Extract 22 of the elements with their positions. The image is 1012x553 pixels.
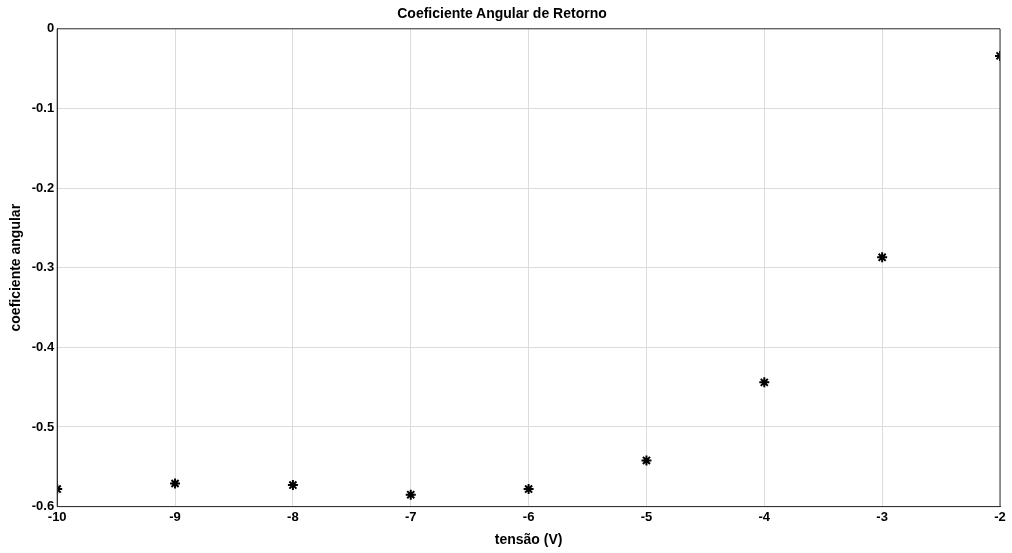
x-tick-label: -2 — [994, 508, 1006, 524]
x-tick-label: -9 — [169, 508, 181, 524]
point — [169, 477, 182, 490]
point — [640, 454, 653, 467]
x-tick-label: -5 — [640, 508, 653, 524]
y-tick-label: -0.1 — [31, 100, 55, 116]
y-tick-label: -0.4 — [31, 338, 55, 354]
y-tick-label: 0 — [46, 20, 55, 36]
chart-title: Coeficiente Angular de Retorno — [397, 5, 607, 22]
point — [758, 376, 771, 389]
x-axis-title: tensão (V) — [494, 531, 563, 548]
y-tick-label: -0.2 — [31, 179, 55, 195]
point — [404, 488, 417, 501]
point — [876, 251, 889, 264]
x-tick-label: -3 — [876, 508, 888, 524]
x-tick-label: -7 — [404, 508, 417, 524]
y-tick-label: -0.3 — [31, 259, 55, 275]
x-tick-label: -4 — [758, 508, 771, 524]
x-tick-label: -6 — [522, 508, 535, 524]
y-tick-label: -0.5 — [31, 418, 55, 434]
y-axis-title: coeficiente angular — [7, 203, 24, 332]
x-tick-label: -8 — [287, 508, 299, 524]
